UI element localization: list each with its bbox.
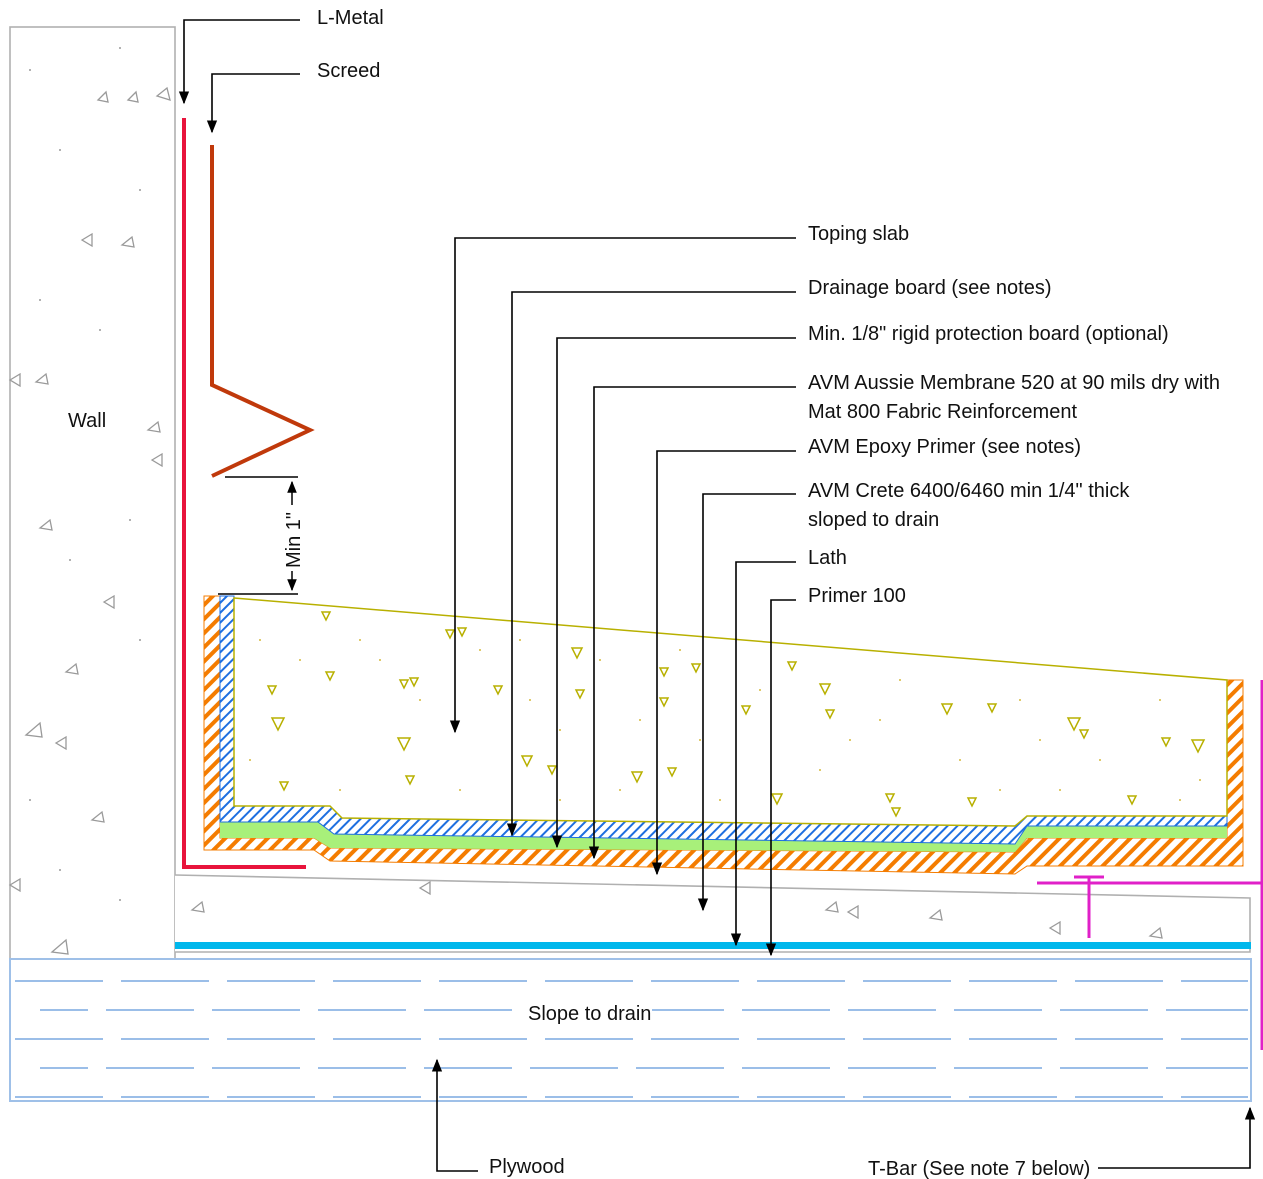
plywood-label: Plywood [489, 1156, 565, 1178]
min-1-label: Min 1" [283, 512, 305, 568]
slope-to-drain-label: Slope to drain [528, 1003, 651, 1025]
leader-lines [178, 19, 1256, 1172]
epoxy-primer-layer [220, 822, 1227, 852]
t-bar [1037, 680, 1263, 1050]
drainage-board-label: Drainage board (see notes) [808, 277, 1051, 299]
arrow-down-icon [206, 73, 300, 134]
topping-slab [233, 597, 1228, 827]
l-metal-label: L-Metal [317, 7, 384, 29]
arrow-down-icon [588, 386, 796, 860]
arrow-up-icon [1098, 1106, 1256, 1169]
crete-label-line2: sloped to drain [808, 509, 939, 531]
concrete-base [174, 874, 1251, 953]
t-bar-label: T-Bar (See note 7 below) [868, 1158, 1090, 1179]
epoxy-primer-label: AVM Epoxy Primer (see notes) [808, 436, 1081, 458]
wall-label: Wall [68, 410, 106, 432]
protection-board-label: Min. 1/8" rigid protection board (option… [808, 323, 1169, 345]
arrow-down-icon [765, 599, 796, 957]
arrow-down-icon [506, 291, 796, 837]
callout-labels: L-Metal Screed Toping slab Drainage boar… [317, 7, 1220, 1179]
crete-label-line1: AVM Crete 6400/6460 min 1/4" thick [808, 480, 1130, 502]
arrow-down-icon [730, 561, 796, 947]
arrow-down-icon [178, 19, 300, 105]
arrow-down-icon [551, 337, 796, 849]
toping-slab-label: Toping slab [808, 223, 909, 245]
lath-label: Lath [808, 547, 847, 569]
arrow-down-icon [697, 493, 796, 912]
membrane-label-line2: Mat 800 Fabric Reinforcement [808, 401, 1077, 423]
plywood: Slope to drain [9, 958, 1252, 1102]
arrow-up-icon [431, 1058, 478, 1172]
lath-layer [175, 942, 1251, 949]
l-metal [182, 118, 306, 869]
min-1-dimension: Min 1" [218, 476, 305, 595]
wall: Wall [8, 26, 176, 960]
screed [210, 145, 315, 478]
arrow-down-icon [449, 237, 796, 734]
arrow-down-icon [651, 450, 796, 876]
primer-100-label: Primer 100 [808, 585, 906, 607]
screed-label: Screed [317, 60, 380, 82]
membrane-label-line1: AVM Aussie Membrane 520 at 90 mils dry w… [808, 372, 1220, 394]
